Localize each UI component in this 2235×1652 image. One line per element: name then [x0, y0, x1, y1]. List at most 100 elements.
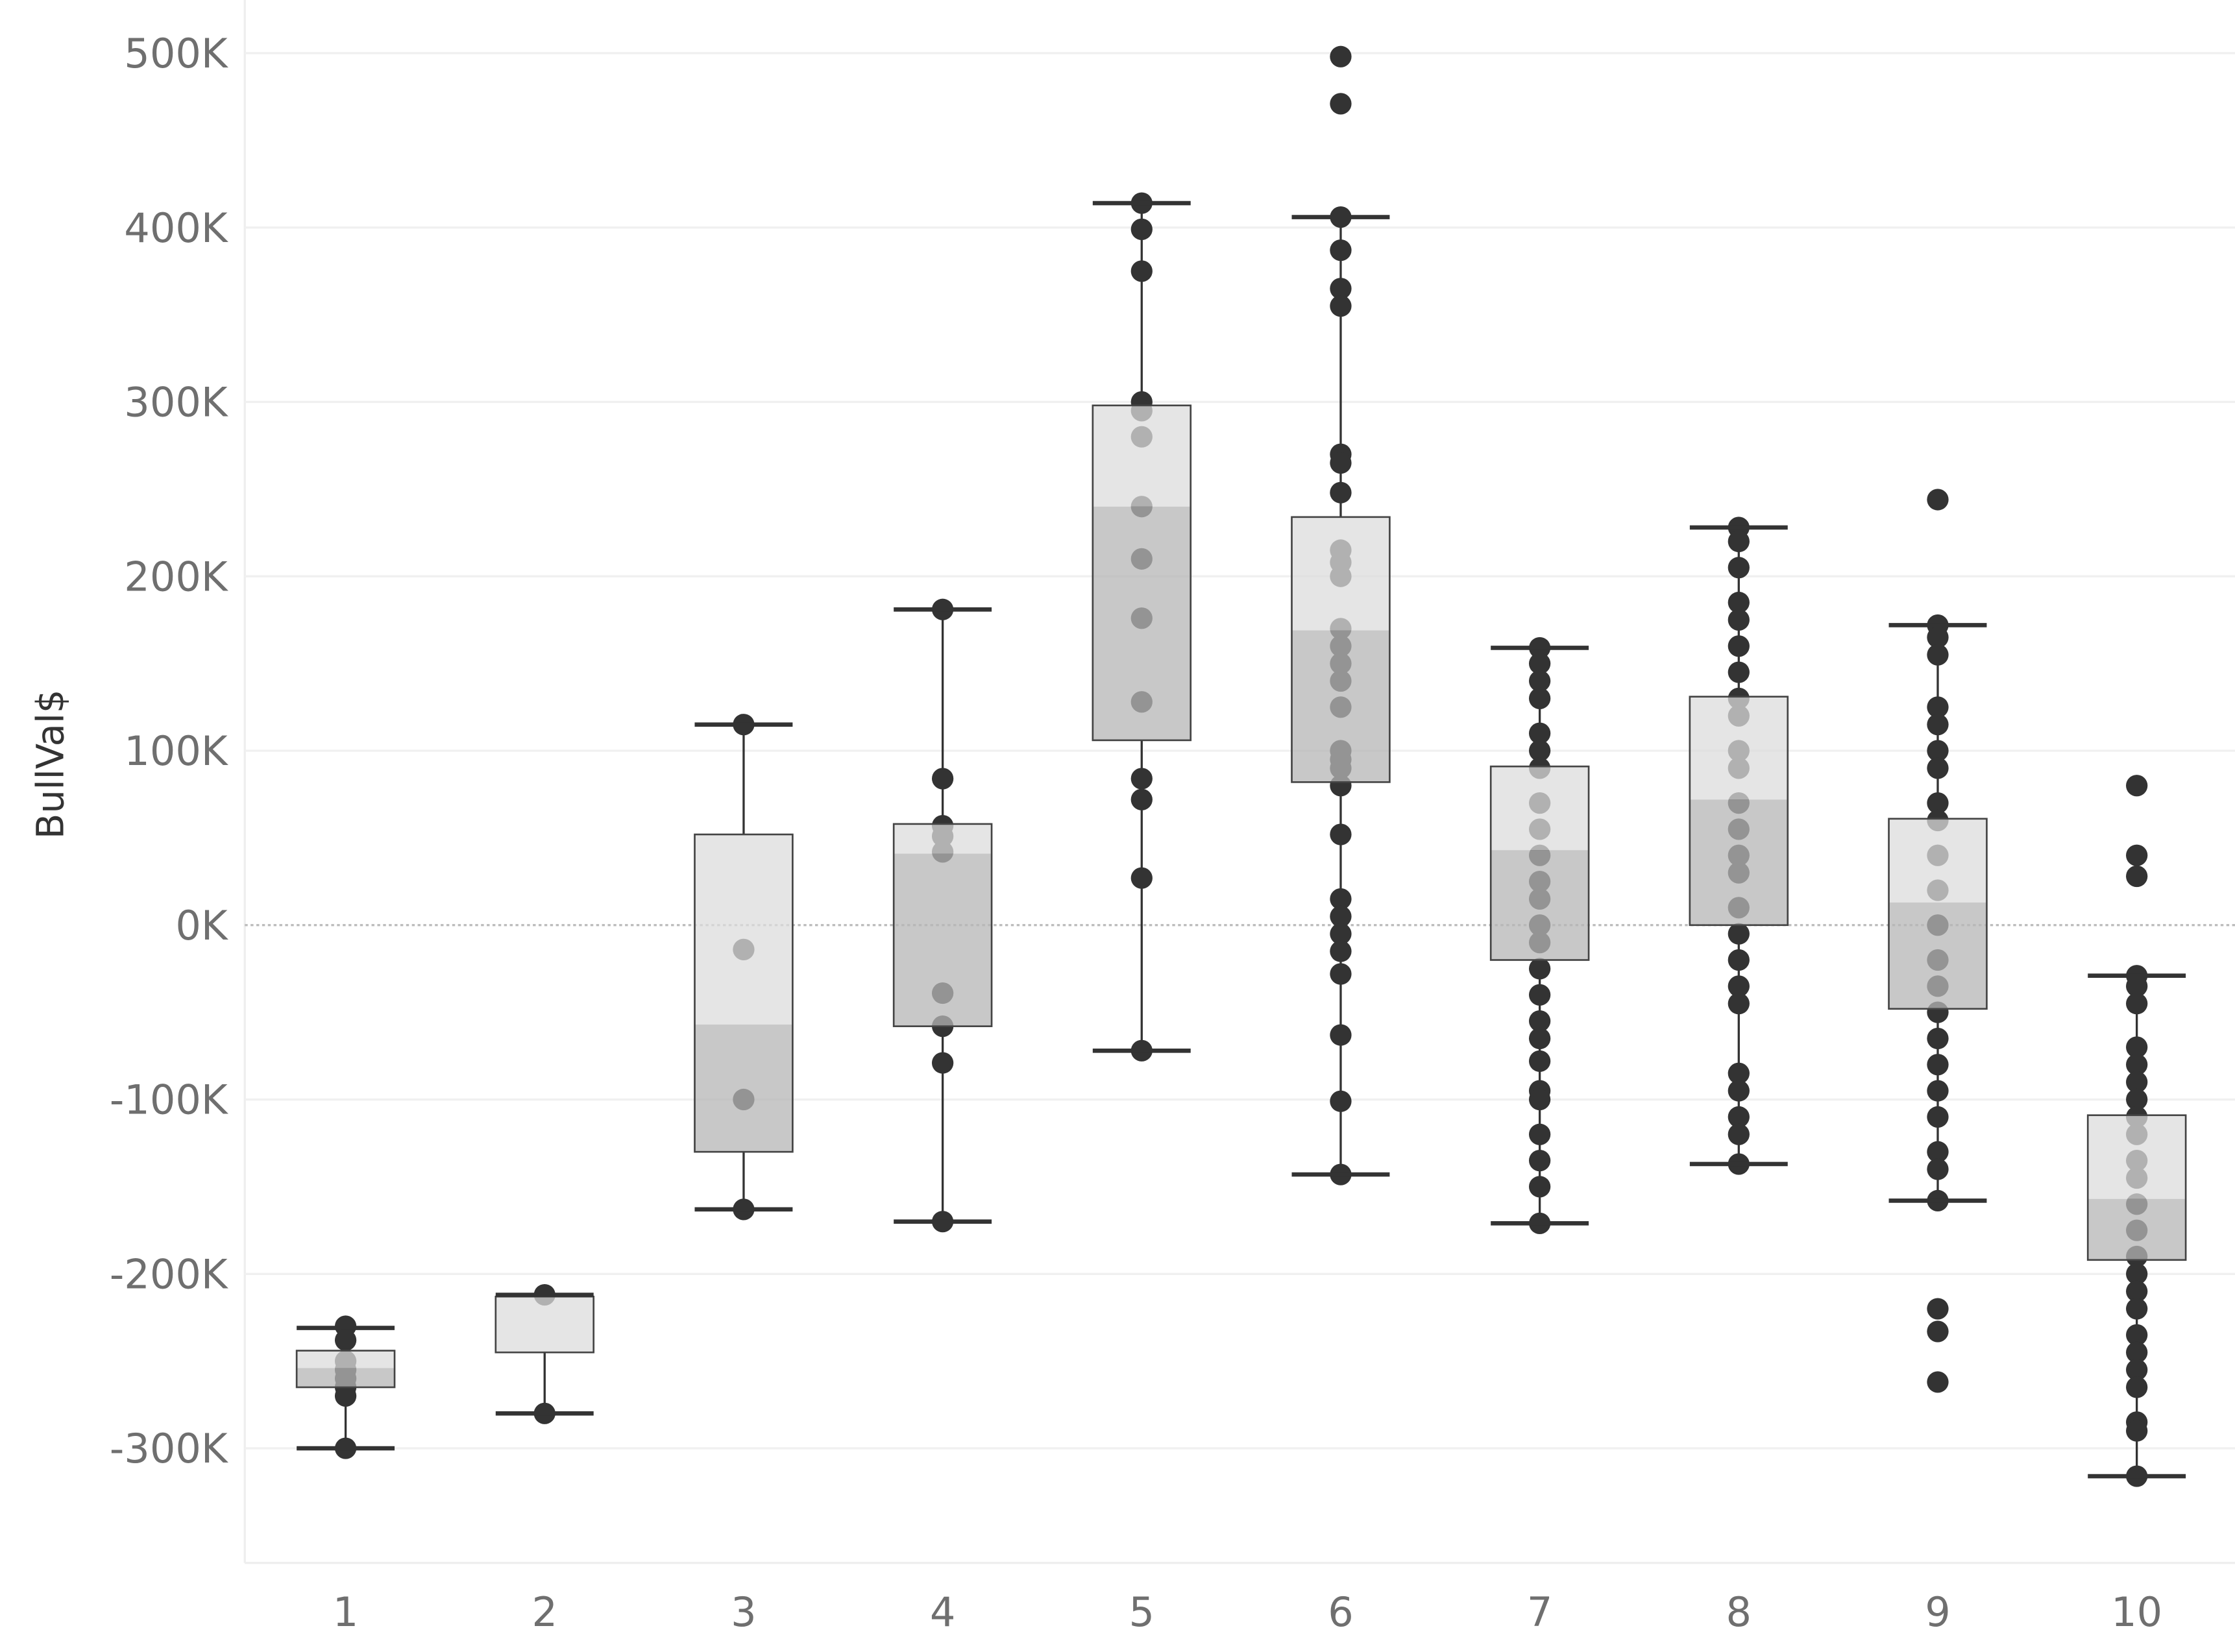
data-point — [2126, 1420, 2148, 1442]
y-axis-label: BullVal$ — [29, 689, 73, 839]
data-point — [1330, 905, 1352, 927]
data-point — [1330, 452, 1352, 474]
x-tick-label: 5 — [1129, 1588, 1155, 1636]
box-group-7 — [1489, 637, 1590, 1234]
data-point — [1130, 218, 1153, 240]
data-point — [1528, 687, 1551, 709]
y-tick-label: 500K — [124, 30, 228, 77]
data-point — [1130, 788, 1153, 810]
data-point — [1927, 644, 1949, 666]
data-point — [1927, 1054, 1949, 1076]
data-point — [1728, 661, 1750, 683]
box-upper — [495, 1296, 594, 1353]
y-tick-label: 100K — [124, 727, 228, 775]
data-point — [2126, 1088, 2148, 1111]
box-lower — [894, 853, 992, 1026]
data-point — [1528, 1149, 1551, 1172]
data-point — [1728, 635, 1750, 657]
y-tick-label: -300K — [110, 1425, 228, 1472]
data-point — [2126, 844, 2148, 866]
x-tick-label: 8 — [1726, 1588, 1752, 1636]
data-point — [1927, 1320, 1949, 1342]
box-group-2 — [495, 1283, 595, 1424]
box-outline — [1092, 404, 1192, 742]
data-point — [334, 1385, 357, 1407]
box-lower — [1291, 630, 1390, 783]
data-point — [1728, 1106, 1750, 1128]
data-point — [1528, 653, 1551, 675]
box-lower — [1689, 799, 1788, 925]
data-point — [1330, 1024, 1352, 1046]
data-point — [1927, 1080, 1949, 1102]
box-group-1 — [295, 1315, 396, 1459]
data-point — [2126, 1036, 2148, 1058]
box-group-9 — [1888, 489, 1988, 1393]
data-point — [2126, 1054, 2148, 1076]
data-point — [334, 1329, 357, 1352]
data-point — [1728, 949, 1750, 971]
data-point — [1927, 1141, 1949, 1163]
data-point — [1528, 722, 1551, 744]
data-point — [2126, 1263, 2148, 1285]
data-point — [931, 1052, 954, 1074]
data-point — [1927, 1027, 1949, 1050]
data-point — [1528, 1010, 1551, 1032]
x-tick-label: 6 — [1328, 1588, 1354, 1636]
data-point — [1728, 591, 1750, 614]
x-tick-label: 9 — [1925, 1588, 1951, 1636]
data-point — [1330, 295, 1352, 317]
box-group-3 — [694, 714, 794, 1221]
data-point — [1728, 975, 1750, 997]
box-lower — [1491, 850, 1589, 960]
data-point — [1330, 940, 1352, 962]
box-upper — [894, 823, 992, 854]
box-outline — [1689, 696, 1789, 927]
data-point — [1528, 1050, 1551, 1073]
box-group-6 — [1291, 45, 1391, 1185]
box-upper — [2088, 1115, 2186, 1199]
box-outline — [1489, 765, 1590, 961]
box-lower — [2088, 1198, 2186, 1260]
data-point — [1728, 609, 1750, 631]
data-point — [1528, 958, 1551, 980]
data-point — [1330, 45, 1352, 67]
data-point — [2126, 1071, 2148, 1093]
data-point — [2126, 1298, 2148, 1320]
box-upper — [1888, 818, 1987, 903]
x-tick-label: 10 — [2111, 1588, 2162, 1636]
data-point — [1330, 823, 1352, 845]
box-group-5 — [1092, 192, 1192, 1062]
data-point — [1927, 1298, 1949, 1320]
box-outline — [295, 1350, 396, 1389]
data-point — [2126, 1376, 2148, 1398]
data-point — [1330, 278, 1352, 300]
y-tick-label: 0K — [175, 902, 228, 949]
data-point — [2126, 1359, 2148, 1381]
box-outline — [892, 823, 993, 1027]
data-point — [1927, 626, 1949, 648]
box-outline — [1291, 516, 1391, 783]
data-point — [1130, 260, 1153, 282]
box-outline — [1888, 818, 1988, 1010]
data-point — [1528, 670, 1551, 692]
box-group-10 — [2086, 775, 2187, 1487]
x-tick-label: 4 — [930, 1588, 956, 1636]
y-axis-ticks: 500K 400K 300K 200K 100K 0K -100K -200K -300K — [110, 30, 228, 1472]
data-point — [1528, 1176, 1551, 1198]
data-point — [1728, 530, 1750, 553]
data-point — [1728, 1123, 1750, 1145]
plot-area — [295, 45, 2187, 1487]
box-group-8 — [1689, 516, 1789, 1175]
data-point — [2126, 775, 2148, 797]
box-lower — [297, 1368, 395, 1387]
data-point — [1130, 867, 1153, 889]
x-axis-ticks: 1 2 3 4 5 6 7 8 9 10 — [333, 1588, 2162, 1636]
data-point — [1927, 696, 1949, 718]
box-upper — [1291, 516, 1390, 631]
x-tick-label: 7 — [1527, 1588, 1553, 1636]
data-point — [2126, 865, 2148, 888]
data-point — [2126, 1341, 2148, 1363]
box-lower — [1092, 506, 1191, 740]
data-point — [1728, 1080, 1750, 1102]
